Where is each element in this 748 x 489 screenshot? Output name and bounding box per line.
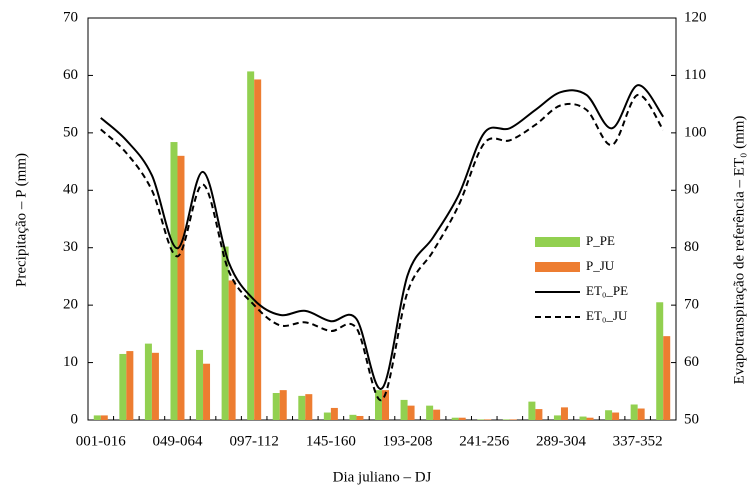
x-tick-label: 193-208 bbox=[383, 433, 433, 449]
bar bbox=[535, 409, 543, 420]
bar bbox=[528, 401, 536, 420]
bar bbox=[509, 419, 517, 420]
y-axis-title: Precipitação – P (mm) bbox=[13, 153, 29, 287]
legend-swatch bbox=[535, 237, 580, 247]
y2-tick-label: 110 bbox=[684, 67, 706, 83]
bar bbox=[663, 336, 671, 420]
bar bbox=[177, 155, 185, 421]
y2-tick-label: 70 bbox=[684, 297, 699, 313]
bar bbox=[560, 407, 568, 420]
bar bbox=[93, 415, 101, 420]
bar bbox=[579, 416, 587, 420]
bar bbox=[407, 405, 415, 420]
bar bbox=[477, 419, 485, 420]
bar bbox=[630, 404, 638, 420]
y2-tick-label: 90 bbox=[684, 182, 699, 198]
bar bbox=[305, 394, 313, 420]
x-tick-label: 241-256 bbox=[459, 433, 509, 449]
x-tick-label: 049-064 bbox=[152, 433, 202, 449]
y2-axis-title: Evapotranspiração de referência – ET₀ (m… bbox=[731, 116, 747, 385]
bar bbox=[119, 353, 127, 420]
line bbox=[100, 93, 665, 401]
bar bbox=[502, 419, 510, 420]
bar bbox=[196, 349, 204, 420]
y-tick-label: 50 bbox=[63, 124, 78, 140]
y2-tick-label: 100 bbox=[684, 124, 707, 140]
bar bbox=[458, 417, 466, 420]
x-tick-label: 289-304 bbox=[536, 433, 586, 449]
bar bbox=[247, 71, 255, 420]
y2-tick-label: 60 bbox=[684, 354, 699, 370]
bar bbox=[637, 408, 645, 420]
x-tick-label: 097-112 bbox=[229, 433, 278, 449]
x-tick-label: 337-352 bbox=[613, 433, 663, 449]
x-tick-label: 001-016 bbox=[76, 433, 126, 449]
bar bbox=[144, 343, 152, 420]
bar bbox=[151, 352, 159, 420]
bar bbox=[484, 419, 492, 420]
bar bbox=[298, 395, 306, 420]
bar bbox=[553, 415, 561, 420]
bar bbox=[433, 409, 441, 420]
bar bbox=[656, 302, 664, 420]
legend-label: ET₀_PE bbox=[586, 283, 628, 298]
x-tick-label: 145-160 bbox=[306, 433, 356, 449]
bar bbox=[221, 246, 229, 420]
y-tick-label: 10 bbox=[63, 354, 78, 370]
y-tick-label: 40 bbox=[63, 182, 78, 198]
legend-label: ET₀_JU bbox=[586, 308, 628, 323]
bar bbox=[451, 417, 459, 420]
line bbox=[100, 84, 665, 390]
bar bbox=[323, 412, 331, 420]
y-tick-label: 70 bbox=[63, 9, 78, 25]
x-axis-title: Dia juliano – DJ bbox=[333, 469, 432, 485]
bar bbox=[605, 410, 613, 420]
bar bbox=[349, 414, 357, 420]
legend-label: P_JU bbox=[586, 258, 615, 273]
bar bbox=[279, 390, 287, 420]
bar bbox=[400, 399, 408, 420]
bar bbox=[203, 363, 211, 420]
y-tick-label: 0 bbox=[71, 411, 79, 427]
bar bbox=[382, 390, 389, 420]
y-tick-label: 30 bbox=[63, 239, 78, 255]
legend-label: P_PE bbox=[586, 233, 615, 248]
bar bbox=[375, 390, 382, 420]
bar bbox=[356, 415, 364, 420]
y2-tick-label: 120 bbox=[684, 9, 707, 25]
bar bbox=[170, 142, 178, 420]
bar bbox=[254, 79, 262, 420]
y-tick-label: 60 bbox=[63, 67, 78, 83]
legend-swatch bbox=[535, 262, 580, 272]
bar bbox=[228, 280, 236, 420]
bar bbox=[426, 405, 434, 420]
y-tick-label: 20 bbox=[63, 297, 78, 313]
bar bbox=[586, 417, 594, 420]
bar bbox=[612, 412, 620, 420]
y2-tick-label: 50 bbox=[684, 411, 699, 427]
y2-tick-label: 80 bbox=[684, 239, 699, 255]
bar bbox=[272, 393, 280, 420]
bar bbox=[330, 407, 338, 420]
bar bbox=[100, 415, 108, 420]
bar bbox=[126, 351, 134, 420]
